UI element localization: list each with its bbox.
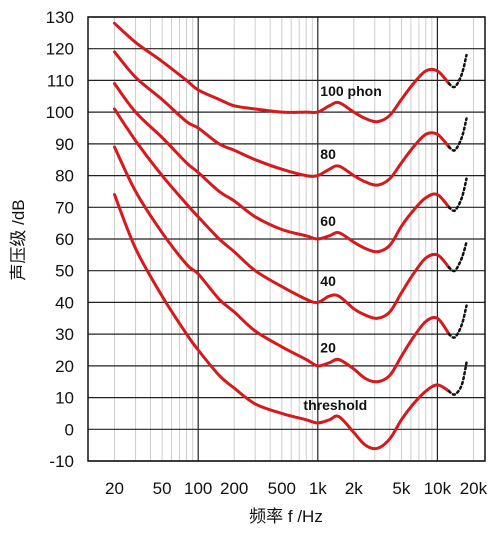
plot-frame [87, 16, 486, 462]
series-line [113, 193, 451, 451]
y-tick-label: -10 [49, 452, 74, 471]
y-tick-label: 100 [46, 103, 74, 122]
x-tick-label: 100 [184, 479, 212, 498]
x-tick-labels: 20 50 100 200 500 1k 2k 5k 10k 20k [105, 479, 488, 498]
y-tick-label: 20 [55, 357, 74, 376]
y-tick-label: 130 [46, 8, 74, 27]
x-tick-label: 10k [424, 479, 452, 498]
x-tick-label: 20k [460, 479, 488, 498]
y-axis-title: 声压级 /dB [9, 199, 28, 280]
series-label: 100 phon [320, 83, 381, 99]
series-label: 80 [320, 146, 336, 162]
y-tick-label: 110 [47, 71, 74, 90]
series-line [113, 50, 451, 187]
y-tick-labels: -10 0 10 20 30 40 50 60 70 80 90 100 110 120 130 [46, 8, 74, 471]
y-tick-label: 60 [55, 230, 74, 249]
series-label: 20 [320, 340, 336, 356]
x-tick-label: 200 [220, 479, 248, 498]
y-tick-label: 80 [55, 167, 74, 186]
series-label: 60 [320, 213, 336, 229]
series-line [113, 82, 451, 254]
series-label: threshold [303, 397, 367, 413]
x-tick-label: 500 [268, 479, 296, 498]
x-tick-label: 5k [392, 479, 410, 498]
y-tick-label: 40 [55, 293, 74, 312]
curve-labels: threshold 20 40 60 80 100 phon [303, 83, 381, 413]
dotted-extension [447, 361, 468, 396]
x-tick-label: 1k [309, 479, 327, 498]
x-tick-label: 50 [153, 479, 172, 498]
dotted-extension [447, 304, 468, 339]
series-line [113, 21, 451, 124]
x-tick-label: 2k [345, 479, 363, 498]
y-tick-label: 90 [55, 135, 74, 154]
dotted-extension [447, 177, 468, 213]
y-tick-label: 70 [55, 198, 74, 217]
x-axis-title: 频率 f /Hz [249, 507, 323, 526]
series-line [113, 145, 451, 384]
y-tick-label: 30 [55, 325, 74, 344]
dotted-extension [447, 240, 468, 273]
y-tick-label: 0 [65, 420, 74, 439]
series-label: 40 [320, 273, 336, 289]
dotted-extension [447, 53, 468, 89]
dotted-extension [447, 117, 468, 152]
y-tick-label: 50 [55, 262, 74, 281]
series-line [113, 107, 451, 320]
y-tick-label: 120 [46, 40, 74, 59]
x-tick-label: 20 [105, 479, 124, 498]
dotted-extensions [447, 53, 468, 396]
y-tick-label: 10 [55, 389, 74, 408]
curves [113, 21, 451, 451]
